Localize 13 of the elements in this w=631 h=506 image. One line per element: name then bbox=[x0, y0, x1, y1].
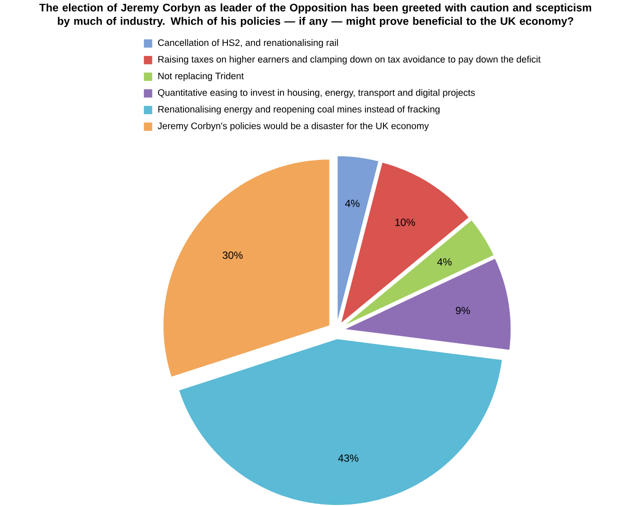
legend-label: Not replacing Trident bbox=[158, 72, 244, 82]
legend-label: Quantitative easing to invest in housing, energy, transport and digital projects bbox=[158, 89, 475, 98]
data-label: 4% bbox=[437, 258, 452, 266]
chart-title: The election of Jeremy Corbyn as leader of the Opposition has been greeted with caution and scepticism by much of industry. Which of his policies — if any — might prove beneficial to the UK economy? bbox=[39, 4, 592, 28]
data-label: 10% bbox=[395, 218, 415, 226]
legend-label: Renationalising energy and reopening coal mines instead of fracking bbox=[158, 106, 440, 115]
data-label: 9% bbox=[456, 307, 470, 314]
data-label: 4% bbox=[345, 200, 360, 208]
legend-label: Cancellation of HS2, and renationalising rail bbox=[158, 39, 338, 48]
data-label: 43% bbox=[338, 454, 358, 462]
legend-label: Raising taxes on higher earners and clamping down on tax avoidance to pay down the deficit bbox=[158, 56, 541, 65]
legend-label: Jeremy Corbyn's policies would be a disaster for the UK economy bbox=[158, 122, 429, 132]
data-label: 30% bbox=[222, 252, 243, 260]
